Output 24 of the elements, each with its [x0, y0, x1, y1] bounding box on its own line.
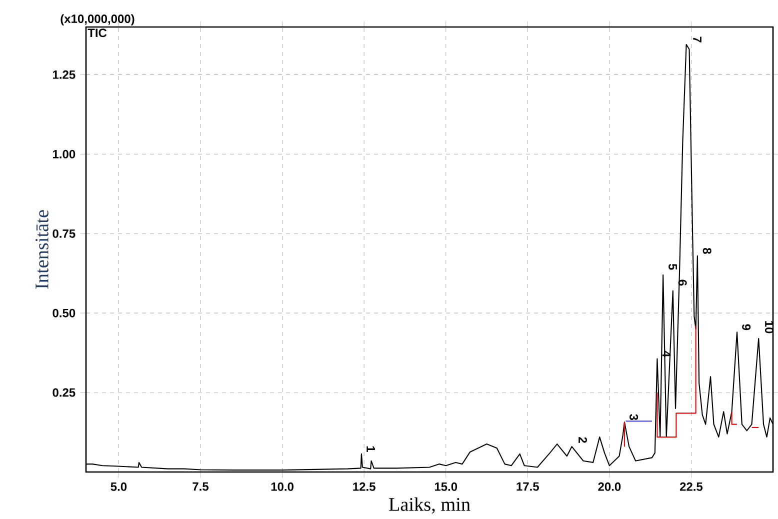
y-tick-label: 1.00 — [53, 150, 76, 158]
x-tick-label: 20.0 — [598, 482, 621, 491]
x-tick-label: 10.0 — [271, 482, 294, 491]
x-tick-label: 5.0 — [110, 482, 127, 491]
annotation: 2 — [578, 437, 587, 443]
x-axis-title: Laiks, min — [388, 497, 470, 514]
annotation: TIC — [88, 28, 107, 38]
annotation: 7 — [693, 36, 702, 42]
y-axis-title: Intensitāte — [36, 210, 48, 289]
y-tick-label: 0.25 — [52, 388, 76, 397]
annotation: 3 — [630, 414, 638, 420]
y-tick-label: 1.25 — [53, 70, 76, 79]
x-tick-label: 17.5 — [516, 482, 539, 491]
annotation: 8 — [702, 248, 712, 254]
x-tick-label: 7.5 — [192, 482, 209, 491]
y-tick-label: 0.50 — [52, 308, 76, 318]
text: (x10,000,000) — [60, 14, 134, 26]
y-tick-label: 0.75 — [52, 229, 76, 238]
x-tick-label: 15.0 — [434, 482, 458, 491]
annotation: 5 — [668, 264, 677, 270]
x-tick-label: 22.5 — [680, 482, 703, 491]
annotation: 1 — [366, 446, 375, 452]
x-tick-label: 12.5 — [353, 482, 376, 491]
annotation: 9 — [742, 324, 751, 330]
